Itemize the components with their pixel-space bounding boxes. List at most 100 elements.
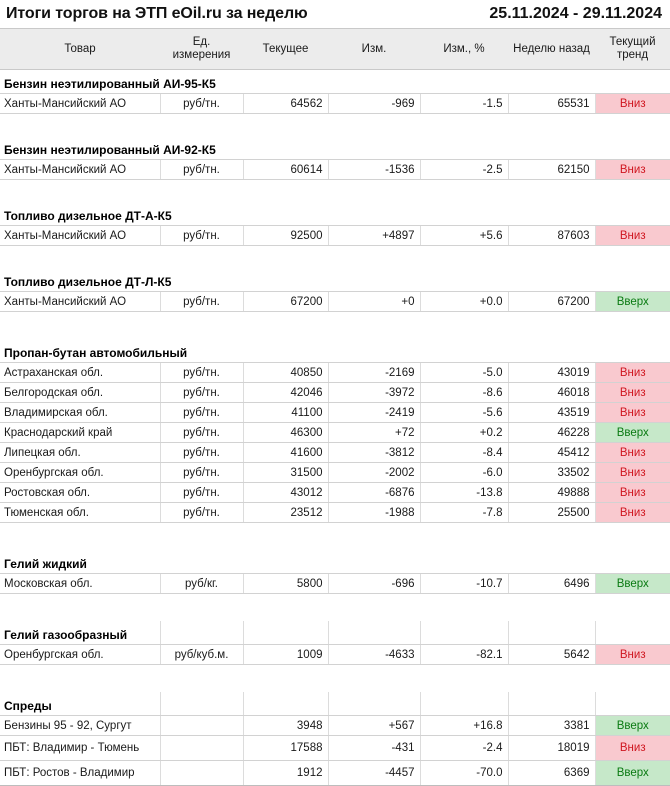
table-row[interactable]: ПБТ: Владимир - Тюмень 17588 -431 -2.4 1801… bbox=[0, 735, 670, 761]
row-trend-badge: Вниз bbox=[595, 462, 670, 483]
row-change: -3972 bbox=[328, 382, 421, 403]
column-header-trend: Текущий тренд bbox=[595, 28, 670, 70]
row-change: -2002 bbox=[328, 462, 421, 483]
table-row[interactable]: ПБТ: Ростов - Владимир 1912 -4457 -70.0 636… bbox=[0, 760, 670, 786]
section-header-row: Гелий газообразный bbox=[0, 621, 670, 645]
section-header-empty-cell bbox=[160, 621, 244, 645]
row-trend-badge: Вниз bbox=[595, 225, 670, 246]
row-product-name: Бензины 95 - 92, Сургут bbox=[0, 715, 161, 736]
row-change-percent: +16.8 bbox=[420, 715, 509, 736]
row-unit: руб/кг. bbox=[160, 573, 244, 594]
row-week-ago-price: 5642 bbox=[508, 644, 596, 665]
row-week-ago-price: 6369 bbox=[508, 760, 596, 786]
row-change-percent: -70.0 bbox=[420, 760, 509, 786]
section-spacer-row bbox=[0, 522, 670, 550]
row-week-ago-price: 46018 bbox=[508, 382, 596, 403]
section-header-empty-cell bbox=[160, 692, 244, 716]
row-current-price: 1912 bbox=[243, 760, 329, 786]
row-week-ago-price: 25500 bbox=[508, 502, 596, 523]
section-header-empty-cell bbox=[243, 621, 329, 645]
section-header-empty-cell bbox=[595, 621, 670, 645]
row-trend-badge: Вниз bbox=[595, 362, 670, 383]
row-product-name: Ханты-Мансийский АО bbox=[0, 93, 161, 114]
trading-results-table: Товар Ед. измерения Текущее Изм. Изм., %… bbox=[0, 28, 670, 786]
row-trend-badge: Вверх bbox=[595, 715, 670, 736]
row-unit: руб/тн. bbox=[160, 93, 244, 114]
row-current-price: 64562 bbox=[243, 93, 329, 114]
row-week-ago-price: 3381 bbox=[508, 715, 596, 736]
table-row[interactable]: Ханты-Мансийский АО руб/тн. 67200 +0 +0.0 672… bbox=[0, 291, 670, 312]
row-product-name: Московская обл. bbox=[0, 573, 161, 594]
row-week-ago-price: 18019 bbox=[508, 735, 596, 761]
table-row[interactable]: Владимирская обл. руб/тн. 41100 -2419 -5.6 43… bbox=[0, 402, 670, 423]
table-row[interactable]: Краснодарский край руб/тн. 46300 +72 +0.2 462… bbox=[0, 422, 670, 443]
table-row[interactable]: Оренбургская обл. руб/куб.м. 1009 -4633 -82.… bbox=[0, 644, 670, 665]
section-header-row: Топливо дизельное ДТ-А-К5 bbox=[0, 202, 670, 226]
page-title: Итоги торгов на ЭТП eOil.ru за неделю bbox=[6, 5, 308, 22]
section-title: Топливо дизельное ДТ-А-К5 bbox=[0, 202, 670, 226]
row-change: -969 bbox=[328, 93, 421, 114]
row-change-percent: +0.0 bbox=[420, 291, 509, 312]
column-header-current: Текущее bbox=[243, 28, 328, 70]
row-product-name: ПБТ: Владимир - Тюмень bbox=[0, 735, 161, 761]
row-week-ago-price: 67200 bbox=[508, 291, 596, 312]
section-header-empty-cell bbox=[508, 621, 596, 645]
section-title: Гелий газообразный bbox=[0, 621, 161, 645]
table-row[interactable]: Липецкая обл. руб/тн. 41600 -3812 -8.4 45412 В… bbox=[0, 442, 670, 463]
row-change-percent: -13.8 bbox=[420, 482, 509, 503]
row-week-ago-price: 33502 bbox=[508, 462, 596, 483]
section-spacer-row bbox=[0, 113, 670, 136]
table-row[interactable]: Ханты-Мансийский АО руб/тн. 64562 -969 -1.5 6… bbox=[0, 93, 670, 114]
row-change: -6876 bbox=[328, 482, 421, 503]
row-week-ago-price: 46228 bbox=[508, 422, 596, 443]
row-change-percent: -8.6 bbox=[420, 382, 509, 403]
row-change-percent: -1.5 bbox=[420, 93, 509, 114]
section-header-row: Бензин неэтилированный АИ-92-К5 bbox=[0, 136, 670, 160]
table-row[interactable]: Ханты-Мансийский АО руб/тн. 92500 +4897 +5.6… bbox=[0, 225, 670, 246]
section-header-empty-cell bbox=[595, 692, 670, 716]
row-trend-badge: Вниз bbox=[595, 159, 670, 180]
row-change: +72 bbox=[328, 422, 421, 443]
section-spacer-row bbox=[0, 664, 670, 692]
spacer-cell bbox=[0, 179, 670, 202]
spacer-cell bbox=[0, 245, 670, 268]
row-current-price: 1009 bbox=[243, 644, 329, 665]
section-spacer-row bbox=[0, 311, 670, 339]
row-change: +4897 bbox=[328, 225, 421, 246]
row-change: -1536 bbox=[328, 159, 421, 180]
table-row[interactable]: Бензины 95 - 92, Сургут 3948 +567 +16.8 338… bbox=[0, 715, 670, 736]
row-trend-badge: Вверх bbox=[595, 760, 670, 786]
table-row[interactable]: Белгородская обл. руб/тн. 42046 -3972 -8.6 46… bbox=[0, 382, 670, 403]
table-row[interactable]: Тюменская обл. руб/тн. 23512 -1988 -7.8 25500… bbox=[0, 502, 670, 523]
row-current-price: 60614 bbox=[243, 159, 329, 180]
table-row[interactable]: Ростовская обл. руб/тн. 43012 -6876 -13.8 498… bbox=[0, 482, 670, 503]
row-product-name: Белгородская обл. bbox=[0, 382, 161, 403]
row-unit: руб/тн. bbox=[160, 442, 244, 463]
row-unit: руб/тн. bbox=[160, 362, 244, 383]
table-row[interactable]: Астраханская обл. руб/тн. 40850 -2169 -5.0 43… bbox=[0, 362, 670, 383]
table-row[interactable]: Московская обл. руб/кг. 5800 -696 -10.7 6496 В… bbox=[0, 573, 670, 594]
table-row[interactable]: Ханты-Мансийский АО руб/тн. 60614 -1536 -2.5… bbox=[0, 159, 670, 180]
row-unit: руб/тн. bbox=[160, 382, 244, 403]
row-week-ago-price: 45412 bbox=[508, 442, 596, 463]
title-bar: Итоги торгов на ЭТП eOil.ru за неделю 25… bbox=[0, 0, 670, 28]
section-title: Гелий жидкий bbox=[0, 550, 670, 574]
row-trend-badge: Вверх bbox=[595, 573, 670, 594]
section-title: Бензин неэтилированный АИ-95-К5 bbox=[0, 69, 670, 94]
row-unit: руб/тн. bbox=[160, 291, 244, 312]
row-product-name: ПБТ: Ростов - Владимир bbox=[0, 760, 161, 786]
row-change-percent: -2.5 bbox=[420, 159, 509, 180]
row-current-price: 3948 bbox=[243, 715, 329, 736]
section-header-empty-cell bbox=[243, 692, 329, 716]
row-unit bbox=[160, 715, 244, 736]
row-trend-badge: Вверх bbox=[595, 291, 670, 312]
row-current-price: 23512 bbox=[243, 502, 329, 523]
row-week-ago-price: 43019 bbox=[508, 362, 596, 383]
row-current-price: 42046 bbox=[243, 382, 329, 403]
column-header-week-ago: Неделю назад bbox=[508, 28, 595, 70]
section-title: Спреды bbox=[0, 692, 161, 716]
row-current-price: 46300 bbox=[243, 422, 329, 443]
table-row[interactable]: Оренбургская обл. руб/тн. 31500 -2002 -6.0 33… bbox=[0, 462, 670, 483]
row-current-price: 67200 bbox=[243, 291, 329, 312]
row-change-percent: -7.8 bbox=[420, 502, 509, 523]
